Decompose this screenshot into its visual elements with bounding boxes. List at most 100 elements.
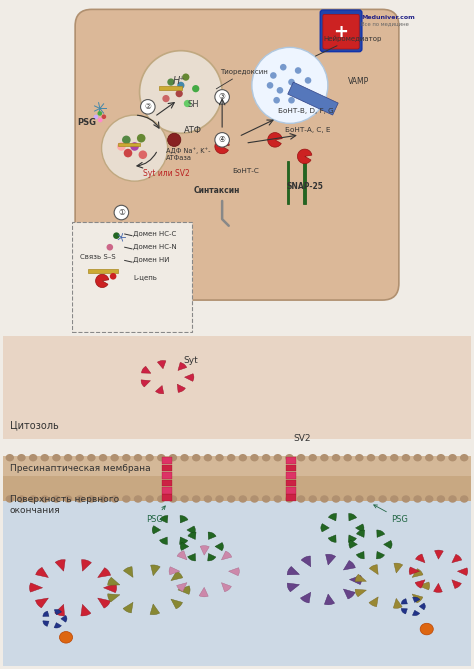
Wedge shape bbox=[36, 598, 48, 608]
Wedge shape bbox=[412, 569, 423, 577]
Wedge shape bbox=[457, 568, 468, 575]
Circle shape bbox=[180, 454, 189, 462]
Circle shape bbox=[309, 454, 317, 462]
Text: SH: SH bbox=[187, 100, 199, 109]
Wedge shape bbox=[268, 132, 282, 147]
Circle shape bbox=[122, 136, 131, 144]
Text: БоНТ-С: БоНТ-С bbox=[232, 168, 259, 174]
Circle shape bbox=[98, 118, 102, 122]
Circle shape bbox=[355, 454, 364, 462]
Wedge shape bbox=[141, 380, 150, 387]
Wedge shape bbox=[180, 516, 188, 523]
Text: Связь S–S: Связь S–S bbox=[80, 254, 116, 260]
Polygon shape bbox=[287, 161, 289, 204]
Circle shape bbox=[99, 454, 107, 462]
Text: Нейромедиатор: Нейромедиатор bbox=[316, 35, 381, 56]
Circle shape bbox=[141, 100, 155, 114]
Wedge shape bbox=[328, 513, 337, 521]
Wedge shape bbox=[188, 553, 196, 561]
Wedge shape bbox=[435, 550, 443, 559]
Wedge shape bbox=[155, 385, 164, 394]
Wedge shape bbox=[376, 551, 384, 559]
FancyBboxPatch shape bbox=[75, 9, 399, 300]
Circle shape bbox=[99, 495, 107, 502]
Wedge shape bbox=[393, 598, 402, 608]
Circle shape bbox=[277, 87, 283, 94]
Wedge shape bbox=[208, 553, 216, 561]
Circle shape bbox=[122, 495, 130, 502]
FancyBboxPatch shape bbox=[320, 10, 362, 52]
Wedge shape bbox=[416, 554, 425, 563]
Circle shape bbox=[107, 244, 113, 250]
Polygon shape bbox=[286, 480, 296, 486]
Text: Тиоредоксин: Тиоредоксин bbox=[216, 69, 268, 89]
Text: ③: ③ bbox=[219, 92, 226, 102]
Polygon shape bbox=[286, 458, 296, 464]
Circle shape bbox=[175, 90, 183, 97]
Polygon shape bbox=[286, 472, 296, 479]
Circle shape bbox=[75, 454, 84, 462]
Text: PSG: PSG bbox=[77, 118, 96, 127]
Wedge shape bbox=[349, 540, 357, 549]
Polygon shape bbox=[162, 480, 172, 486]
Text: Домен HИ: Домен HИ bbox=[133, 257, 169, 263]
Circle shape bbox=[285, 454, 294, 462]
Circle shape bbox=[288, 97, 295, 104]
Circle shape bbox=[378, 495, 387, 502]
Wedge shape bbox=[401, 599, 407, 604]
Circle shape bbox=[413, 495, 422, 502]
Circle shape bbox=[367, 454, 375, 462]
Wedge shape bbox=[188, 532, 196, 539]
Circle shape bbox=[301, 95, 308, 102]
Wedge shape bbox=[108, 577, 120, 585]
Wedge shape bbox=[409, 567, 419, 575]
Wedge shape bbox=[452, 555, 462, 563]
Circle shape bbox=[162, 95, 170, 102]
Circle shape bbox=[6, 454, 14, 462]
Text: Поверхность нервного
окончания: Поверхность нервного окончания bbox=[10, 494, 119, 514]
Wedge shape bbox=[356, 524, 364, 532]
Text: АТФ: АТФ bbox=[184, 126, 202, 135]
Circle shape bbox=[344, 495, 352, 502]
Circle shape bbox=[437, 454, 445, 462]
Circle shape bbox=[139, 51, 222, 133]
Wedge shape bbox=[152, 526, 161, 534]
Circle shape bbox=[134, 454, 142, 462]
Circle shape bbox=[437, 495, 445, 502]
FancyBboxPatch shape bbox=[72, 222, 192, 332]
Wedge shape bbox=[177, 384, 185, 393]
Circle shape bbox=[184, 100, 191, 107]
Wedge shape bbox=[287, 567, 300, 575]
Text: H⁺: H⁺ bbox=[173, 76, 185, 86]
Wedge shape bbox=[103, 583, 117, 593]
Circle shape bbox=[448, 454, 457, 462]
Wedge shape bbox=[321, 524, 329, 532]
Text: ②: ② bbox=[145, 102, 151, 111]
Wedge shape bbox=[160, 516, 168, 523]
Wedge shape bbox=[228, 568, 239, 576]
Wedge shape bbox=[55, 559, 65, 571]
Circle shape bbox=[215, 454, 224, 462]
Polygon shape bbox=[162, 465, 172, 472]
Circle shape bbox=[110, 495, 119, 502]
Circle shape bbox=[146, 454, 154, 462]
Wedge shape bbox=[394, 563, 403, 573]
Wedge shape bbox=[178, 363, 187, 371]
Circle shape bbox=[169, 495, 177, 502]
Wedge shape bbox=[150, 604, 160, 615]
Wedge shape bbox=[54, 623, 61, 628]
Text: Домен HС-N: Домен HС-N bbox=[133, 244, 177, 250]
Polygon shape bbox=[286, 494, 296, 501]
Circle shape bbox=[6, 495, 14, 502]
Circle shape bbox=[378, 454, 387, 462]
Circle shape bbox=[169, 454, 177, 462]
Circle shape bbox=[390, 454, 399, 462]
Circle shape bbox=[320, 495, 328, 502]
Wedge shape bbox=[452, 580, 461, 589]
Circle shape bbox=[157, 454, 165, 462]
Wedge shape bbox=[123, 602, 133, 613]
Circle shape bbox=[262, 454, 270, 462]
Circle shape bbox=[367, 495, 375, 502]
Circle shape bbox=[420, 624, 433, 635]
Wedge shape bbox=[200, 546, 209, 555]
